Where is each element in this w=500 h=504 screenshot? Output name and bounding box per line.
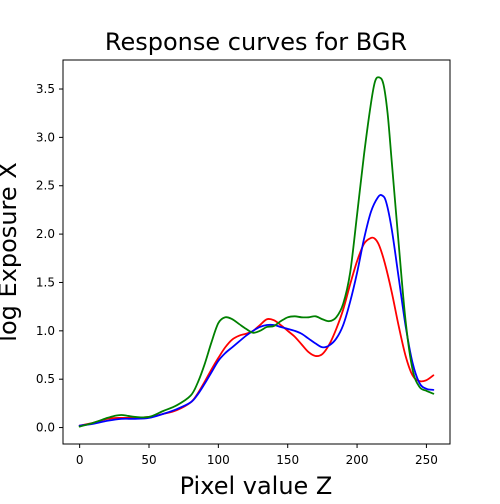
y-tick-label-7: 3.5 xyxy=(36,82,55,96)
x-tick-label-5: 250 xyxy=(415,453,438,467)
chart-title: Response curves for BGR xyxy=(105,28,407,56)
series-line-2 xyxy=(78,76,435,428)
x-axis-label: Pixel value Z xyxy=(180,472,333,500)
x-tick-label-1: 50 xyxy=(141,453,156,467)
y-tick-label-0: 0.0 xyxy=(36,421,55,435)
y-tick-label-4: 2.0 xyxy=(36,227,55,241)
y-tick-label-5: 2.5 xyxy=(36,179,55,193)
series-line-1 xyxy=(78,194,435,427)
y-tick-label-2: 1.0 xyxy=(36,324,55,338)
x-tick-label-2: 100 xyxy=(207,453,230,467)
x-tick-label-3: 150 xyxy=(276,453,299,467)
y-tick-label-1: 0.5 xyxy=(36,372,55,386)
axes-frame xyxy=(62,59,451,445)
plot-layer: 0 50 100 150 200 250 0.0 0.5 1.0 1.5 2.0 2.5 3.0 3.5 xyxy=(36,76,438,467)
x-tick-label-4: 200 xyxy=(346,453,369,467)
y-tick-label-3: 1.5 xyxy=(36,275,55,289)
y-tick-label-6: 3.0 xyxy=(36,130,55,144)
y-axis-label: log Exposure X xyxy=(0,162,22,341)
x-tick-label-0: 0 xyxy=(76,453,84,467)
